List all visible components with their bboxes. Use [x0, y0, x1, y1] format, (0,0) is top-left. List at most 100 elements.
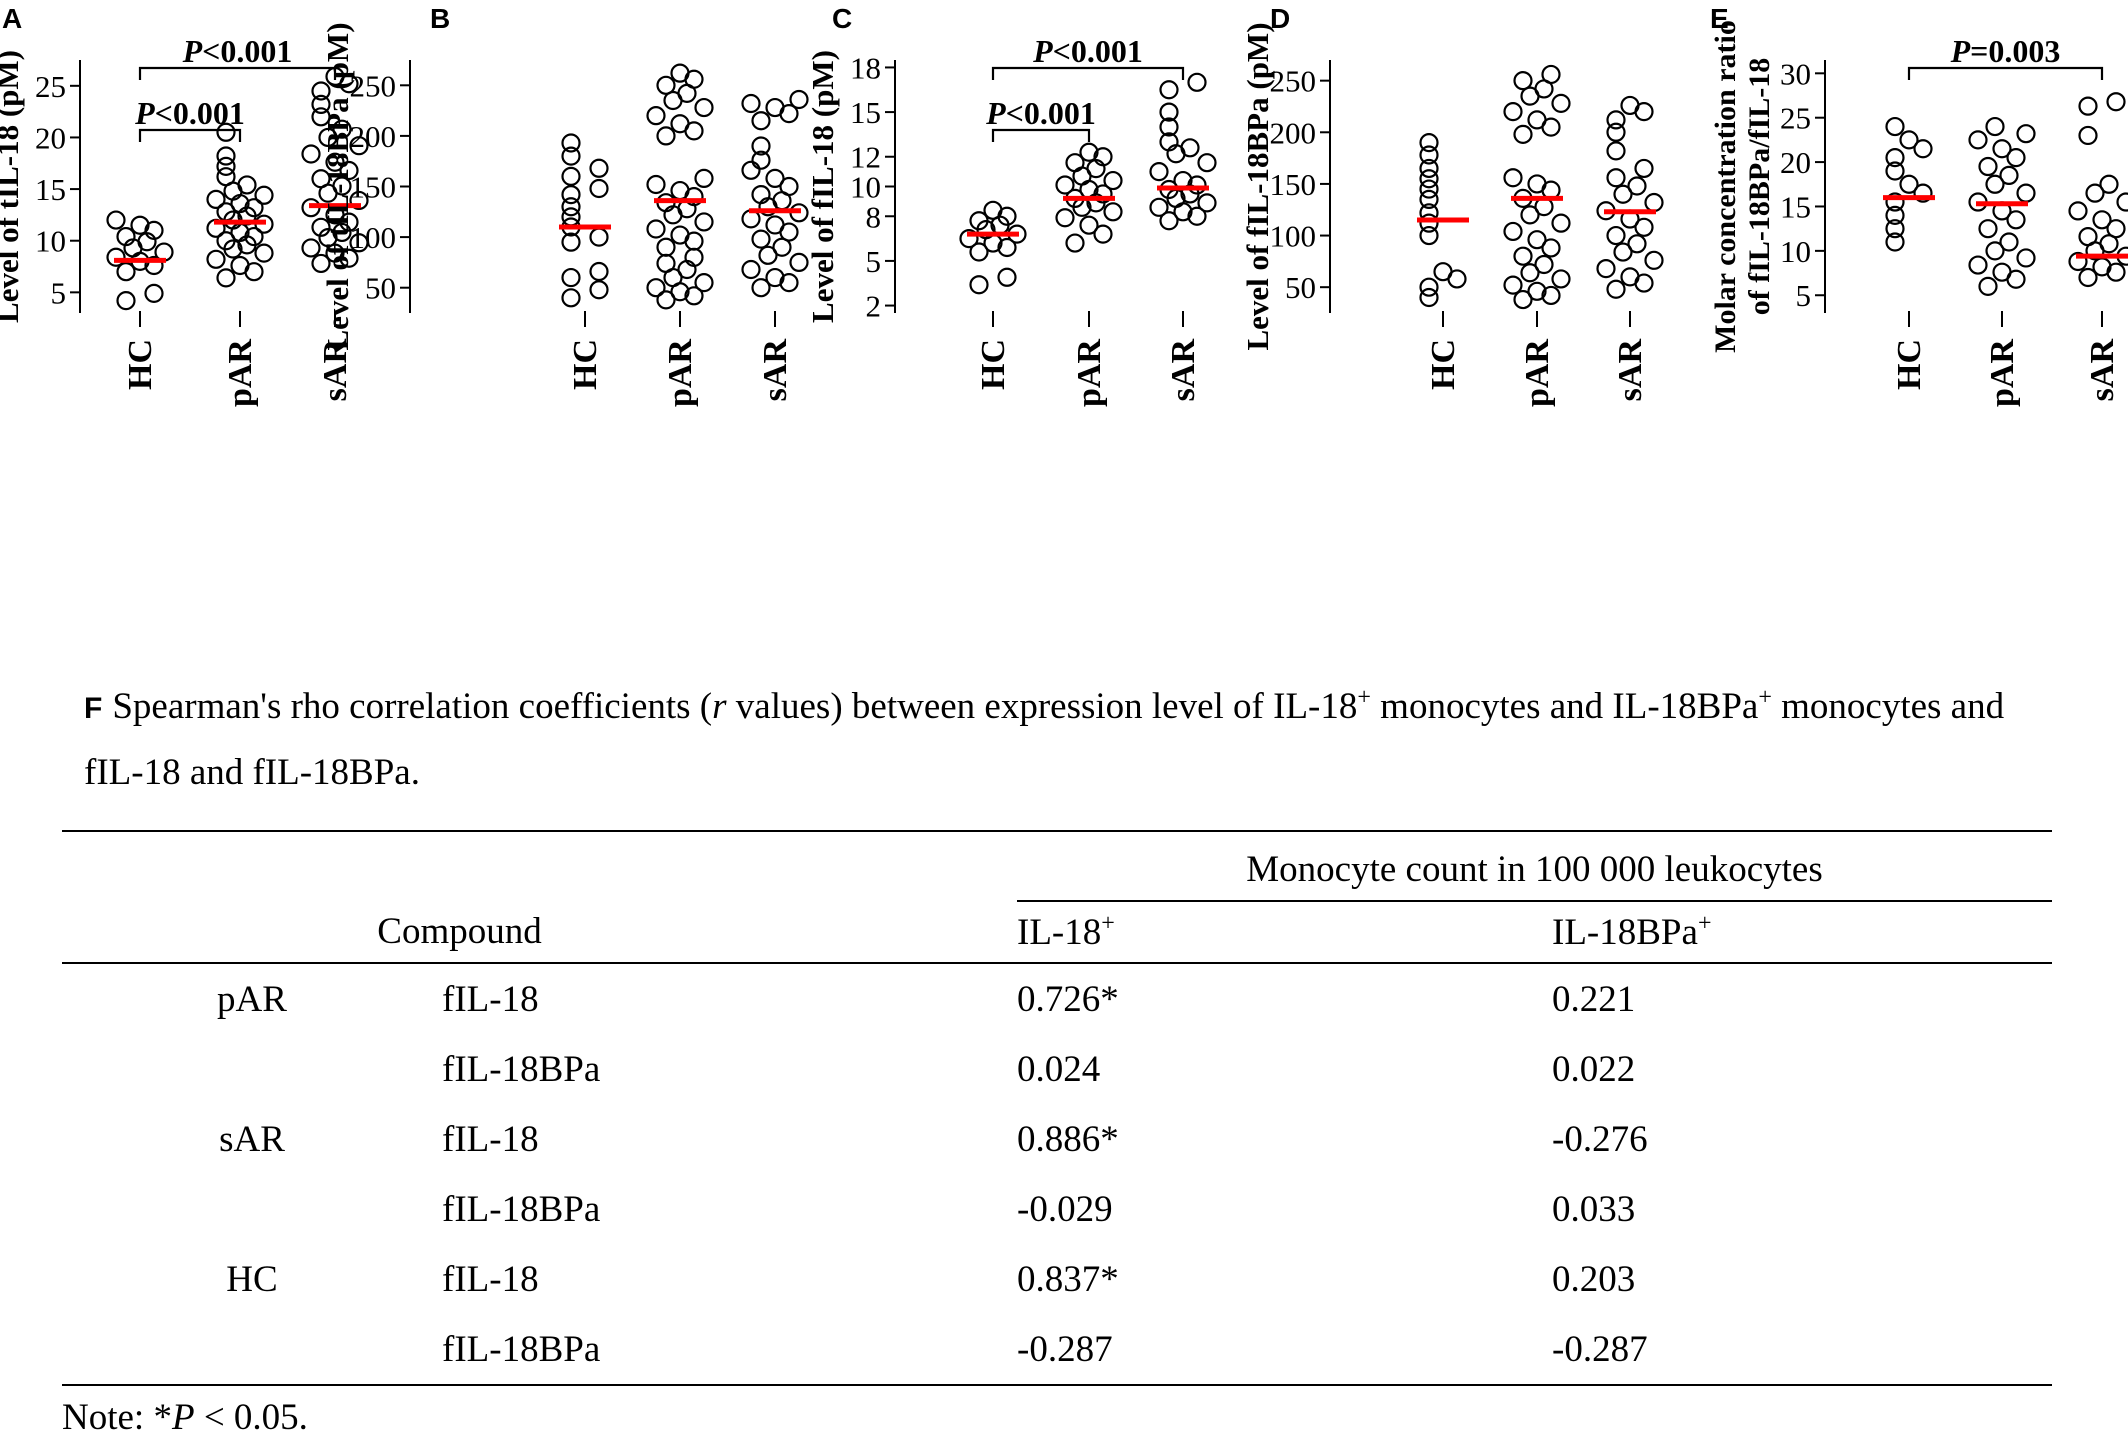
data-point — [130, 215, 150, 235]
significance-label: P<0.001 — [134, 95, 245, 131]
data-point — [244, 198, 264, 218]
y-axis-label-line2: of fIL-18BPa/fIL-18 — [1743, 58, 1776, 316]
data-point — [1093, 147, 1113, 167]
data-point — [1520, 205, 1540, 225]
y-tick-label: 30 — [1780, 56, 1811, 91]
p-symbol: P — [985, 95, 1006, 131]
data-point — [1055, 175, 1075, 195]
data-point — [1197, 193, 1217, 213]
data-point — [1596, 258, 1616, 279]
data-point — [1065, 233, 1085, 253]
data-point — [2006, 148, 2026, 168]
row-compound: fIL-18BPa — [442, 1314, 1017, 1386]
p-value: <0.001 — [202, 33, 292, 69]
data-point — [670, 114, 690, 134]
data-point — [1999, 232, 2019, 252]
data-point — [116, 262, 136, 282]
data-point — [254, 185, 274, 205]
data-point — [561, 267, 581, 288]
data-point — [1885, 148, 1905, 168]
data-point — [656, 237, 676, 257]
data-point — [1644, 250, 1664, 270]
x-tick-label: pAR — [1984, 339, 2021, 407]
y-axis-label: Level of fIL-18 (pM) — [805, 50, 840, 323]
data-point — [1527, 110, 1547, 130]
data-point — [349, 136, 369, 156]
data-point — [1627, 234, 1647, 254]
data-point — [765, 215, 785, 235]
data-point — [1534, 254, 1554, 275]
p-symbol: P — [1032, 33, 1053, 69]
table-row: fIL-18BPa -0.029 0.033 — [62, 1174, 2052, 1244]
data-point — [646, 174, 666, 195]
data-point — [1503, 168, 1523, 188]
significance-label: P<0.001 — [985, 95, 1096, 131]
data-point — [1187, 72, 1207, 92]
x-tick-label: sAR — [757, 339, 794, 402]
data-point — [1513, 71, 1533, 91]
data-point — [216, 122, 236, 142]
data-point — [237, 175, 257, 195]
data-point — [1159, 102, 1179, 122]
data-point — [1899, 130, 1919, 150]
data-point — [144, 255, 164, 276]
data-point — [741, 160, 761, 180]
data-point — [349, 233, 369, 253]
x-tick-label: HC — [1425, 339, 1462, 390]
p-symbol: P — [134, 95, 155, 131]
data-point — [230, 255, 250, 276]
data-point — [1885, 219, 1905, 239]
data-point — [1978, 156, 1998, 177]
data-point — [589, 227, 609, 247]
y-tick-label: 25 — [1780, 101, 1811, 136]
data-point — [1551, 269, 1571, 289]
data-point — [1999, 165, 2019, 186]
data-point — [694, 97, 714, 118]
row-value-il18: 0.837* — [1017, 1258, 1119, 1300]
data-point — [1419, 277, 1439, 297]
data-point — [116, 291, 136, 311]
data-point — [1913, 183, 1933, 203]
significance-label: P<0.001 — [1032, 33, 1143, 69]
p-value: <0.001 — [155, 95, 245, 131]
data-point — [349, 190, 369, 211]
y-tick-label: 5 — [866, 244, 882, 279]
data-point — [1433, 262, 1453, 282]
data-point — [694, 212, 714, 232]
significance-bracket — [138, 66, 337, 80]
data-point — [1968, 130, 1988, 150]
data-point — [2078, 125, 2098, 146]
row-value-il18bpa: -0.287 — [1552, 1314, 2052, 1386]
data-point — [1551, 93, 1571, 113]
data-point — [1149, 162, 1169, 182]
row-value-il18bpa: 0.033 — [1552, 1188, 1636, 1230]
data-point — [244, 226, 264, 247]
data-point — [1634, 217, 1654, 237]
table-row: HC fIL-18 0.837* 0.203 — [62, 1244, 2052, 1314]
data-point — [983, 200, 1003, 220]
data-point — [2006, 210, 2026, 230]
data-point — [1419, 213, 1439, 233]
data-point — [2078, 267, 2098, 288]
data-point — [318, 127, 338, 148]
row-value-il18: -0.287 — [1017, 1314, 1552, 1386]
row-group — [62, 1174, 442, 1244]
row-value-il18: 0.024 — [1017, 1048, 1101, 1090]
data-point — [1419, 169, 1439, 189]
data-point — [589, 158, 609, 178]
data-point — [1419, 287, 1439, 308]
data-point — [670, 180, 690, 201]
data-point — [1885, 161, 1905, 181]
y-tick-label: 250 — [1270, 64, 1317, 99]
y-axis-label: Level of fIL-18BPa (pM) — [1240, 22, 1275, 350]
table-note: Note: *P < 0.05. — [62, 1397, 308, 1438]
data-point — [1606, 110, 1626, 130]
data-point — [1978, 219, 1998, 239]
data-point — [779, 176, 799, 197]
data-point — [1985, 116, 2005, 137]
row-value-il18bpa: 0.221 — [1552, 978, 1636, 1020]
